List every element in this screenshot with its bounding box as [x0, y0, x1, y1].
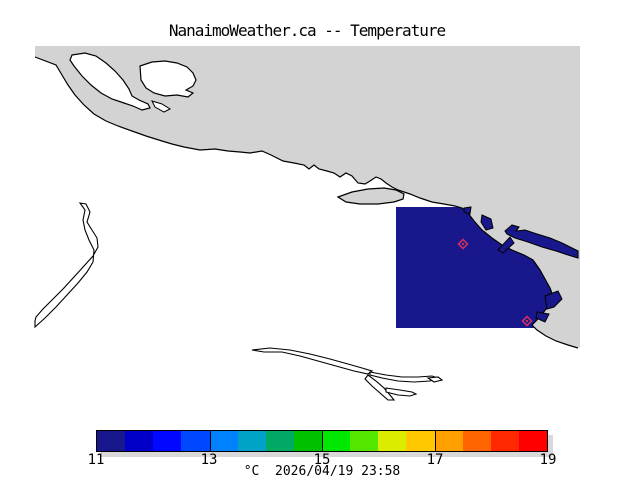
colorbar-segment	[350, 431, 379, 451]
colorbar-segment	[406, 431, 435, 451]
colorbar-tick	[209, 431, 211, 451]
coast-islet-blue	[535, 311, 550, 323]
colorbar-tick-label: 11	[87, 452, 105, 468]
island-chain-sliver-1	[385, 387, 418, 397]
colorbar-segment	[322, 431, 351, 451]
station-marker-2	[521, 315, 533, 327]
island-chain-fork-upper	[369, 371, 440, 383]
island-gabriola	[504, 224, 579, 259]
island-chain-main	[251, 347, 374, 375]
coastline	[34, 56, 579, 349]
colorbar-tick-label: 17	[426, 452, 444, 468]
colorbar-segment	[378, 431, 407, 451]
colorbar-segment	[490, 431, 519, 451]
colorbar-footer: °C 2026/04/19 23:58	[243, 464, 401, 479]
island-chain-sliver-2	[426, 376, 444, 383]
inlet-lake-3	[151, 100, 172, 113]
island-snake	[34, 202, 99, 329]
inlet-lake-2	[139, 60, 197, 98]
colorbar-segment	[434, 431, 463, 451]
colorbar-tick-label: 15	[313, 452, 331, 468]
colorbar-tick	[434, 431, 436, 451]
inlet-lake-1	[69, 52, 151, 111]
colorbar-segment	[265, 431, 294, 451]
colorbar-segment	[97, 431, 126, 451]
colorbar-labels: 11 13 15 17 19	[88, 452, 557, 468]
colorbar-segment	[153, 431, 182, 451]
colorbar-segment	[209, 431, 238, 451]
colorbar-segment	[293, 431, 322, 451]
harbour-islet-1	[463, 206, 472, 215]
colorbar-segment	[237, 431, 266, 451]
island-ellipse	[336, 187, 405, 205]
colorbar-segment	[462, 431, 491, 451]
island-chain-fork-lower	[364, 374, 396, 401]
channel-spike	[497, 236, 515, 254]
colorbar-tick-label: 19	[539, 452, 557, 468]
harbour-islet-2	[480, 214, 494, 231]
colorbar-tick-label: 13	[200, 452, 218, 468]
coast-peninsula-blue	[544, 290, 563, 310]
colorbar-gradient	[96, 430, 548, 452]
colorbar-segment	[181, 431, 210, 451]
colorbar-segment	[518, 431, 547, 451]
station-marker-1	[457, 238, 469, 250]
colorbar	[96, 430, 553, 457]
colorbar-tick	[322, 431, 323, 451]
page-title: NanaimoWeather.ca -- Temperature	[168, 21, 446, 40]
land-mass	[35, 46, 580, 348]
colorbar-segment	[125, 431, 154, 451]
